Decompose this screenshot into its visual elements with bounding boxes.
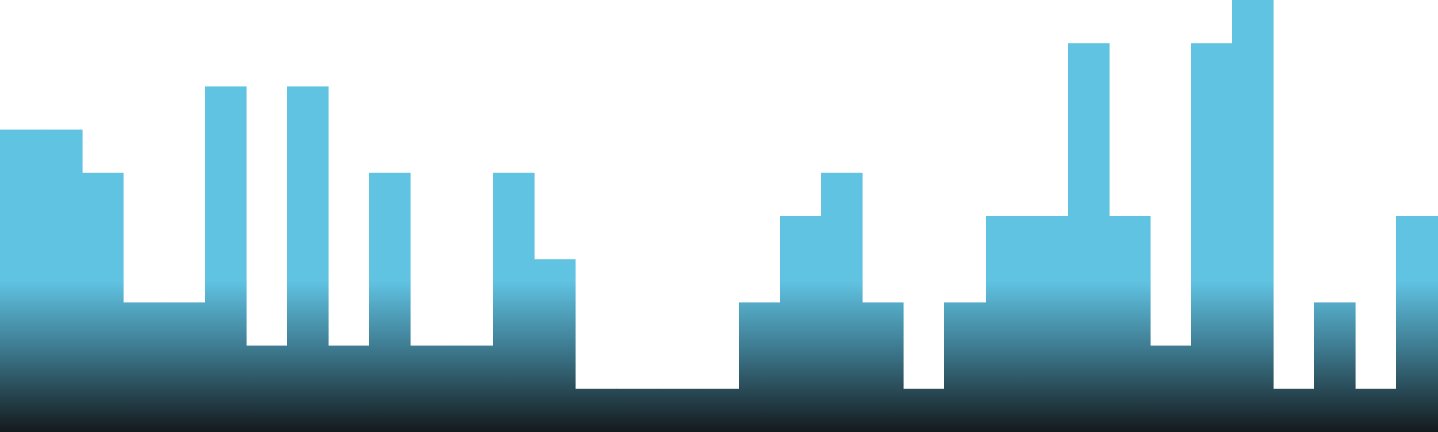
bar-10 [369, 172, 411, 432]
bar-24 [944, 302, 987, 432]
bar-9 [328, 345, 370, 432]
bar-5 [164, 302, 206, 432]
bar-8 [287, 86, 329, 432]
bar-28 [1109, 216, 1151, 432]
bar-16 [616, 388, 658, 432]
bar-4 [123, 302, 165, 432]
bar-1 [0, 129, 42, 432]
bar-3 [82, 172, 124, 432]
bar-25 [986, 216, 1028, 432]
bar-34 [1355, 388, 1397, 432]
bar-19 [739, 302, 781, 432]
bar-13 [493, 172, 535, 432]
bar-6 [205, 86, 247, 432]
bar-12 [451, 345, 494, 432]
bar-7 [246, 345, 288, 432]
bar-17 [657, 388, 699, 432]
bar-2 [41, 129, 83, 432]
bar-23 [903, 388, 945, 432]
bar-26 [1027, 216, 1069, 432]
bar-11 [410, 345, 452, 432]
bar-27 [1068, 43, 1110, 432]
bar-33 [1314, 302, 1356, 432]
bar-35 [1396, 216, 1438, 432]
bar-30 [1191, 43, 1233, 432]
bar-15 [575, 388, 617, 432]
bar-21 [821, 172, 863, 432]
bar-32 [1273, 388, 1315, 432]
bar-31 [1232, 0, 1274, 432]
bar-18 [698, 388, 740, 432]
bar-20 [780, 216, 822, 432]
bar-14 [534, 259, 576, 432]
bar-29 [1150, 345, 1192, 432]
bar-22 [862, 302, 904, 432]
